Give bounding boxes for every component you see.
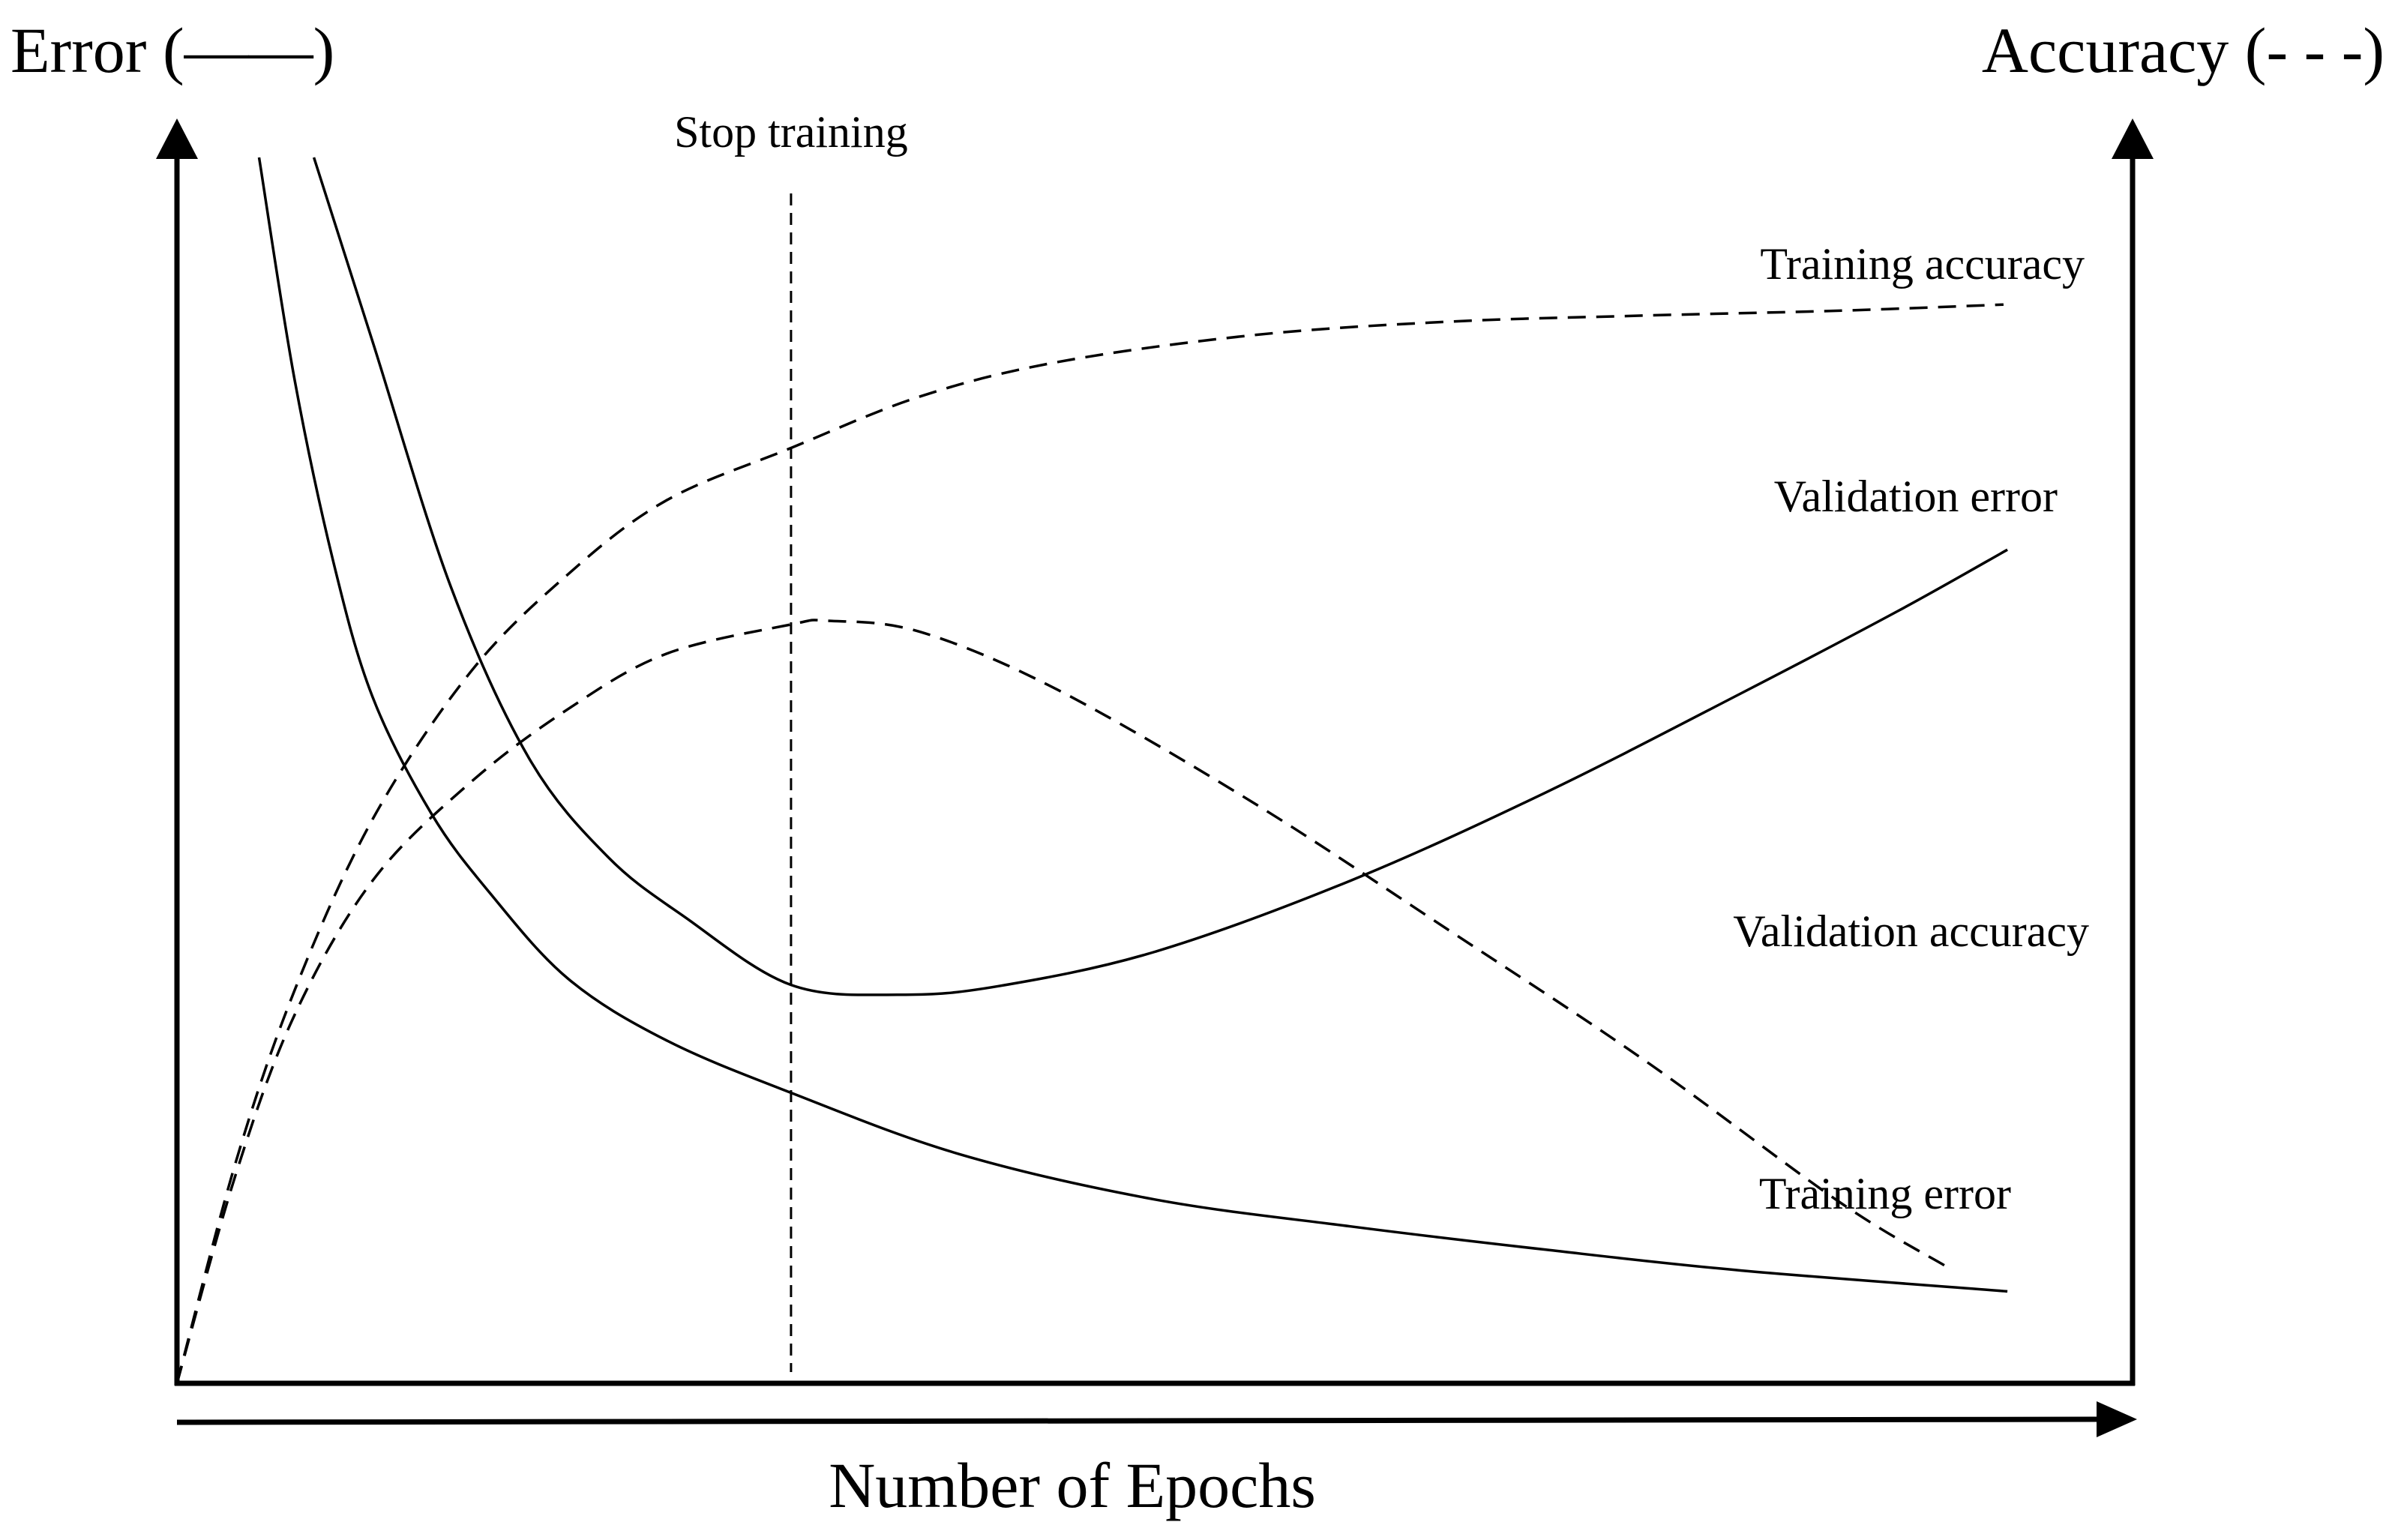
series-label-training-error: Training error <box>1759 1169 2011 1218</box>
series-line-training-error <box>257 157 2008 1293</box>
left-axis-arrow-icon <box>156 118 198 159</box>
left-axis-title: Error (——) <box>10 14 334 86</box>
right-axis-title: Accuracy (- - -) <box>1982 14 2385 86</box>
series-line-validation-accuracy <box>175 619 1946 1384</box>
x-axis-arrow-icon <box>2097 1401 2137 1437</box>
series-line-validation-error <box>312 157 2008 996</box>
series-label-validation-error: Validation error <box>1774 472 2058 521</box>
x-axis-arrow-shaft <box>176 1416 2100 1425</box>
series-line-training-accuracy <box>175 303 2004 1384</box>
stop-training-label: Stop training <box>674 107 908 157</box>
series-label-training-accuracy: Training accuracy <box>1760 239 2085 289</box>
right-axis-arrow-icon <box>2112 118 2154 159</box>
series-label-validation-accuracy: Validation accuracy <box>1733 906 2089 956</box>
x-axis-title: Number of Epochs <box>829 1449 1316 1521</box>
